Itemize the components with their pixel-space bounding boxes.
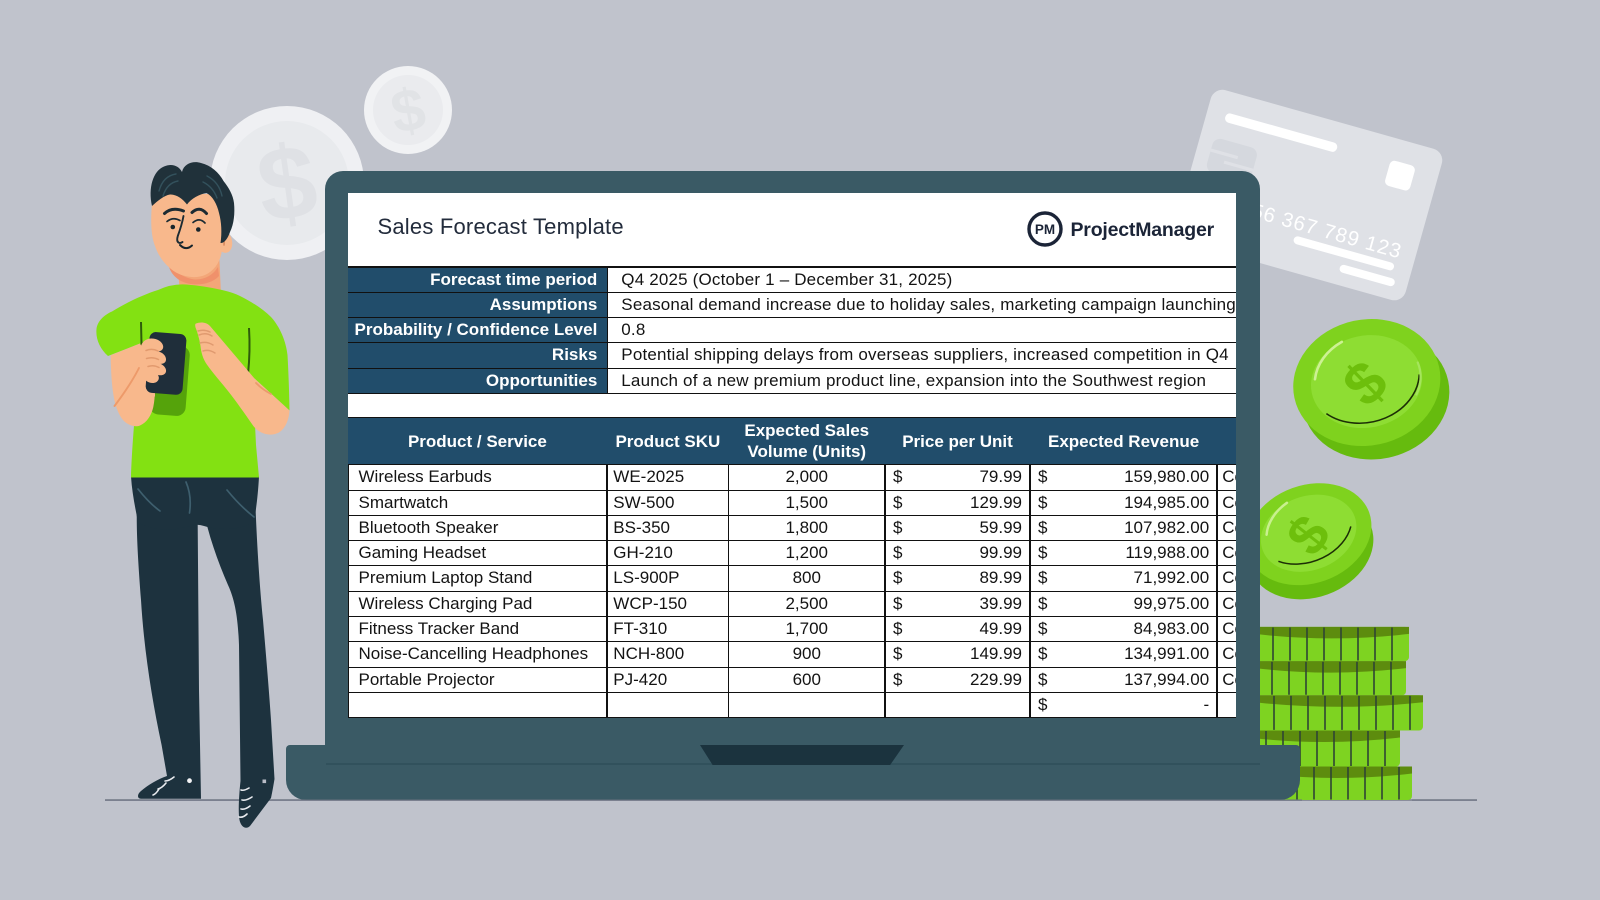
svg-text:PM: PM — [1034, 222, 1054, 237]
